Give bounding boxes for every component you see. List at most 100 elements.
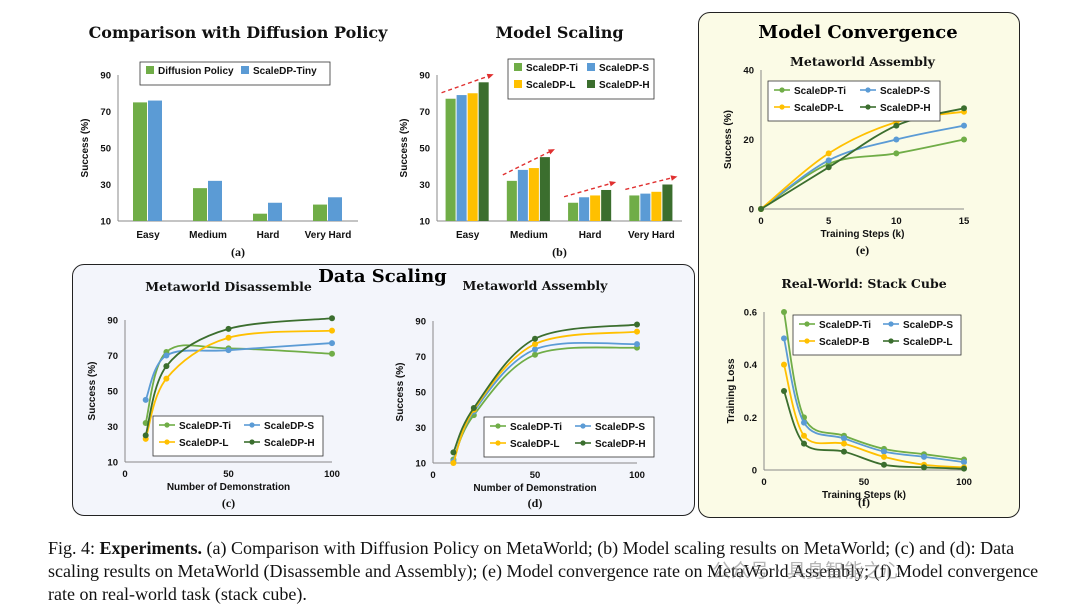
bar-scaledp-s [456,95,467,221]
bar-scaledp-h [539,157,550,221]
trend-arrow [441,75,489,94]
legend-swatch [514,63,522,71]
legend-marker [495,440,501,446]
point-scaledp-s [532,346,538,353]
legend-label: ScaleDP-H [595,439,646,450]
legend-marker [804,321,810,327]
caption-body: (a) Comparison with Diffusion Policy on … [48,538,1039,604]
chart-d-sublabel: (d) [528,496,543,510]
bar-scaledp-ti [568,202,579,221]
x-tick-label: Hard [257,230,280,241]
x-tick-label: Medium [510,230,548,241]
legend-label: ScaleDP-H [264,438,315,449]
series-line-scaledp-s [783,338,965,463]
legend-label: ScaleDP-S [599,63,649,74]
legend-swatch [587,63,595,71]
legend-label: ScaleDP-Ti [526,63,578,74]
point-scaledp-ti [893,150,900,157]
point-scaledp-s [841,435,847,442]
legend-swatch [514,80,522,88]
legend-label: ScaleDP-L [526,80,575,91]
bar-diffusion-policy [253,213,267,221]
chart-e-y-label: Success (%) [723,110,734,169]
point-scaledp-s [329,340,335,347]
y-tick-label: 30 [100,180,111,191]
x-tick-label: 50 [223,469,234,480]
legend-label: ScaleDP-Tiny [253,66,317,77]
legend-marker [888,321,894,327]
bar-scaledp-tiny [268,202,282,221]
chart-c-title: Metaworld Disassemble [145,279,312,294]
bar-scaledp-ti [629,195,640,221]
chart-f-sublabel: (f) [858,495,870,509]
data-scaling-panel [72,264,695,516]
chart-f-title: Real-World: Stack Cube [781,276,946,291]
bar-scaledp-l [590,195,601,221]
chart-a-title: Comparison with Diffusion Policy [89,23,389,42]
series-line-scaledp-l [760,110,965,210]
point-scaledp-l [801,440,807,447]
point-scaledp-h [961,105,967,112]
trend-arrow-head [486,73,494,80]
x-tick-label: 10 [891,216,902,227]
bar-scaledp-tiny [208,180,222,221]
bar-scaledp-h [601,189,612,221]
x-tick-label: Hard [579,230,602,241]
trend-arrow-head [670,175,678,181]
point-scaledp-l [225,334,232,341]
y-tick-label: 90 [100,71,111,82]
point-scaledp-s [781,335,787,342]
x-tick-label: 0 [122,469,127,480]
legend-label: ScaleDP-S [264,421,314,432]
y-tick-label: 40 [743,66,754,77]
bar-scaledp-ti [506,180,517,221]
chart-c-y-label: Success (%) [87,362,98,421]
y-tick-label: 70 [415,352,426,363]
x-tick-label: 100 [629,470,645,481]
x-tick-label: 0 [758,216,763,227]
y-tick-label: 0 [752,466,757,477]
x-tick-label: Very Hard [305,230,352,241]
x-tick-label: 100 [956,477,972,488]
bar-scaledp-l [651,191,662,221]
series-line-scaledp-ti [760,138,965,210]
y-tick-label: 20 [743,135,754,146]
point-scaledp-s [801,419,807,426]
legend-label: ScaleDP-L [903,337,952,348]
legend-label: ScaleDP-Ti [794,86,846,97]
point-scaledp-h [329,315,335,322]
figure-caption: Fig. 4: Experiments. (a) Comparison with… [48,537,1068,606]
point-scaledp-l [163,375,170,382]
point-scaledp-b [841,440,847,447]
point-scaledp-b [801,432,807,439]
x-tick-label: 50 [859,477,870,488]
legend-label: ScaleDP-L [794,103,843,114]
chart-e-title: Metaworld Assembly [790,54,936,69]
point-scaledp-h [142,432,149,439]
chart-b-y-label: Success (%) [399,119,410,178]
chart-f-x-label: Training Steps (k) [822,490,906,501]
legend-marker [779,87,785,93]
x-tick-label: 15 [959,216,970,227]
legend-marker [164,439,170,445]
series-line-scaledp-h [452,323,638,453]
chart-e-legend-box [767,80,941,122]
bar-scaledp-ti [445,98,456,221]
point-scaledp-l [921,464,927,471]
x-tick-label: Medium [189,230,227,241]
chart-c-x-label: Number of Demonstration [167,482,290,493]
chart-f-legend-box [792,314,962,356]
x-tick-label: 50 [530,470,541,481]
point-scaledp-h [634,321,640,328]
legend-label: ScaleDP-L [510,439,559,450]
y-tick-label: 50 [107,387,118,398]
point-scaledp-h [225,325,232,332]
bar-scaledp-s [517,169,528,221]
chart-b-title: Model Scaling [495,23,623,42]
bar-scaledp-h [478,82,489,221]
trend-arrow [563,182,612,198]
point-scaledp-h [893,122,900,129]
legend-label: ScaleDP-B [819,337,870,348]
legend-label: Diffusion Policy [158,66,234,77]
